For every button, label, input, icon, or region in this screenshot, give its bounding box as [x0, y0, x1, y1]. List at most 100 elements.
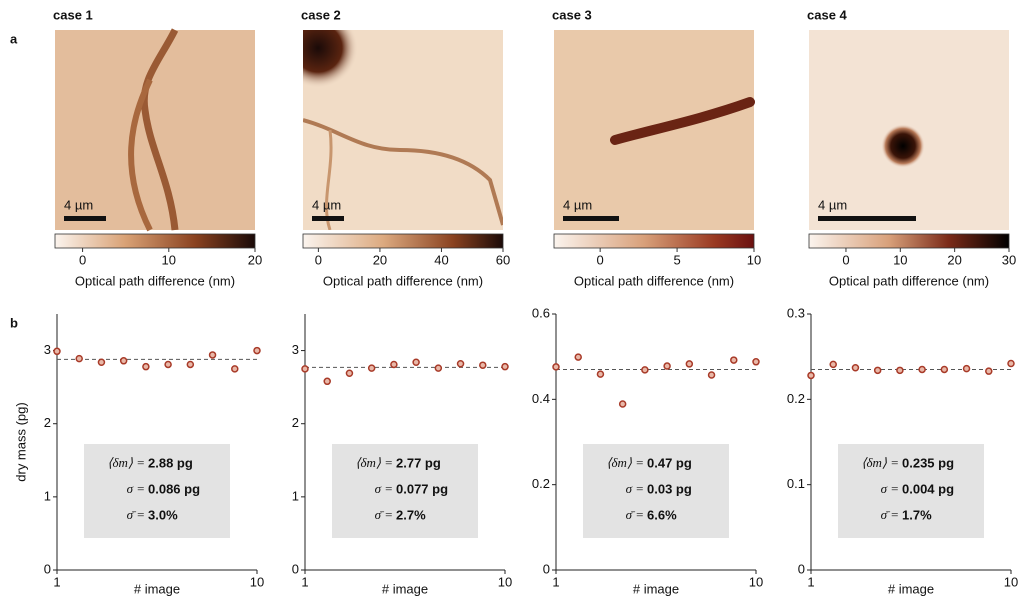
data-point: [919, 366, 925, 372]
data-point: [709, 372, 715, 378]
data-point: [1008, 360, 1014, 366]
data-point: [642, 367, 648, 373]
data-point: [897, 367, 903, 373]
y-tick-label: 0.1: [787, 476, 805, 491]
stats-value: 0.47 pg: [647, 455, 692, 470]
stats-symbol: ⟨δm⟩ =: [606, 455, 644, 470]
data-point: [553, 364, 559, 370]
x-tick-label: 1: [552, 574, 559, 589]
x-axis-label: # image: [134, 581, 180, 596]
data-point: [121, 358, 127, 364]
y-tick-label: 0.6: [532, 305, 550, 320]
colorbar-tick-label: 10: [747, 252, 761, 267]
colorbar-label: Optical path difference (nm): [323, 273, 483, 288]
y-tick-label: 0.2: [787, 391, 805, 406]
data-point: [254, 348, 260, 354]
x-axis-label: # image: [382, 581, 428, 596]
data-point: [597, 371, 603, 377]
stats-symbol: σ̄ =: [626, 507, 644, 522]
stats-value: 2.77 pg: [396, 455, 441, 470]
data-point: [187, 361, 193, 367]
data-point: [753, 359, 759, 365]
x-tick-label: 1: [807, 574, 814, 589]
stats-value: 2.7%: [396, 507, 426, 522]
data-point: [620, 401, 626, 407]
data-point: [502, 364, 508, 370]
stats-value: 0.004 pg: [902, 481, 954, 496]
data-point: [98, 359, 104, 365]
scale-bar-label: 4 µm: [64, 197, 93, 212]
data-point: [830, 361, 836, 367]
data-point: [324, 378, 330, 384]
y-tick-label: 0.3: [787, 305, 805, 320]
data-point: [664, 363, 670, 369]
scale-bar-label: 4 µm: [818, 197, 847, 212]
data-point: [413, 359, 419, 365]
colorbar-label: Optical path difference (nm): [574, 273, 734, 288]
colorbar-tick-label: 20: [373, 252, 387, 267]
image-title: case 4: [807, 7, 848, 22]
stats-symbol: ⟨δm⟩ =: [107, 455, 145, 470]
data-point: [302, 366, 308, 372]
data-point: [731, 357, 737, 363]
x-axis-label: # image: [888, 581, 934, 596]
data-point: [232, 366, 238, 372]
data-point: [210, 352, 216, 358]
colorbar: [303, 234, 503, 248]
stats-value: 0.235 pg: [902, 455, 954, 470]
colorbar-tick-label: 20: [248, 252, 262, 267]
x-tick-label: 10: [1004, 574, 1018, 589]
data-point: [575, 354, 581, 360]
figure: abcase 14 µm01020Optical path difference…: [0, 0, 1018, 598]
colorbar-tick-label: 0: [315, 252, 322, 267]
stats-value: 0.086 pg: [148, 481, 200, 496]
scale-bar-label: 4 µm: [563, 197, 592, 212]
y-tick-label: 3: [44, 342, 51, 357]
colorbar-tick-label: 20: [947, 252, 961, 267]
data-point: [346, 370, 352, 376]
stats-value: 2.88 pg: [148, 455, 193, 470]
stats-symbol: σ̄ =: [375, 507, 393, 522]
data-point: [964, 366, 970, 372]
stats-symbol: σ =: [375, 481, 393, 496]
data-point: [941, 366, 947, 372]
data-point: [986, 368, 992, 374]
x-tick-label: 10: [250, 574, 264, 589]
data-point: [391, 361, 397, 367]
stats-value: 1.7%: [902, 507, 932, 522]
panel-label: a: [10, 31, 18, 46]
data-point: [435, 365, 441, 371]
y-tick-label: 0.2: [532, 476, 550, 491]
data-point: [143, 364, 149, 370]
y-axis-label: dry mass (pg): [13, 402, 28, 481]
stats-value: 0.03 pg: [647, 481, 692, 496]
colorbar-tick-label: 0: [79, 252, 86, 267]
x-tick-label: 10: [749, 574, 763, 589]
colorbar-tick-label: 30: [1002, 252, 1016, 267]
stats-value: 0.077 pg: [396, 481, 448, 496]
colorbar-tick-label: 0: [597, 252, 604, 267]
y-tick-label: 2: [44, 415, 51, 430]
data-point: [686, 361, 692, 367]
colorbar: [554, 234, 754, 248]
y-tick-label: 1: [44, 488, 51, 503]
scale-bar: [563, 216, 619, 221]
stats-value: 3.0%: [148, 507, 178, 522]
data-point: [165, 361, 171, 367]
colorbar-tick-label: 60: [496, 252, 510, 267]
colorbar-tick-label: 10: [162, 252, 176, 267]
image-title: case 2: [301, 7, 341, 22]
colorbar: [809, 234, 1009, 248]
data-point: [458, 361, 464, 367]
image-title: case 1: [53, 7, 93, 22]
colorbar: [55, 234, 255, 248]
colorbar-tick-label: 40: [434, 252, 448, 267]
data-point: [808, 372, 814, 378]
y-tick-label: 1: [292, 488, 299, 503]
stats-symbol: ⟨δm⟩ =: [355, 455, 393, 470]
y-tick-label: 0: [44, 561, 51, 576]
data-point: [852, 365, 858, 371]
colorbar-tick-label: 5: [673, 252, 680, 267]
y-tick-label: 0: [543, 561, 550, 576]
stats-value: 6.6%: [647, 507, 677, 522]
